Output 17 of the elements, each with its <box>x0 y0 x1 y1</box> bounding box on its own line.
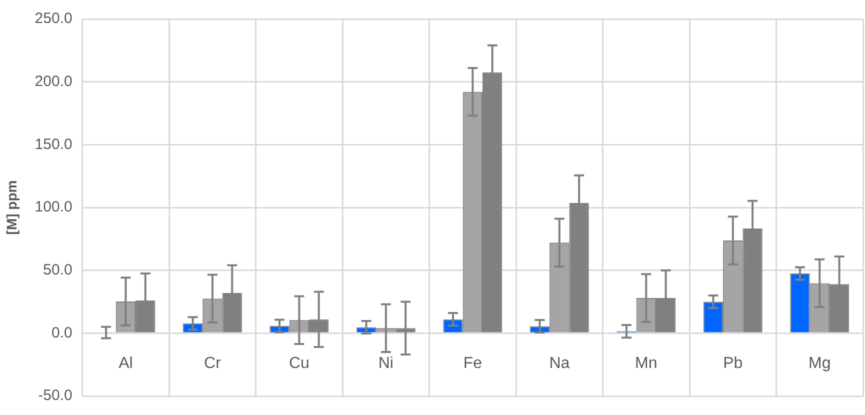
y-tick-label: 200.0 <box>34 72 72 90</box>
y-tick-label: 100.0 <box>34 198 72 216</box>
y-tick-label: -50.0 <box>38 387 72 404</box>
x-tick-label: Mg <box>808 355 831 372</box>
y-axis-title: [M] ppm <box>3 180 20 235</box>
x-tick-label: Ni <box>378 355 394 372</box>
x-tick-label: Cr <box>204 355 222 372</box>
y-tick-label: 150.0 <box>34 136 72 153</box>
y-tick-label: 250.0 <box>34 10 72 28</box>
y-tick-label: 50.0 <box>43 261 72 278</box>
y-tick-label: 0.0 <box>51 324 72 342</box>
x-tick-label: Al <box>118 355 133 372</box>
x-tick-label: Mn <box>635 355 658 372</box>
x-tick-label: Cu <box>288 355 310 372</box>
x-tick-label: Pb <box>723 355 743 372</box>
x-tick-label: Na <box>549 355 570 372</box>
x-tick-label: Fe <box>463 355 482 372</box>
